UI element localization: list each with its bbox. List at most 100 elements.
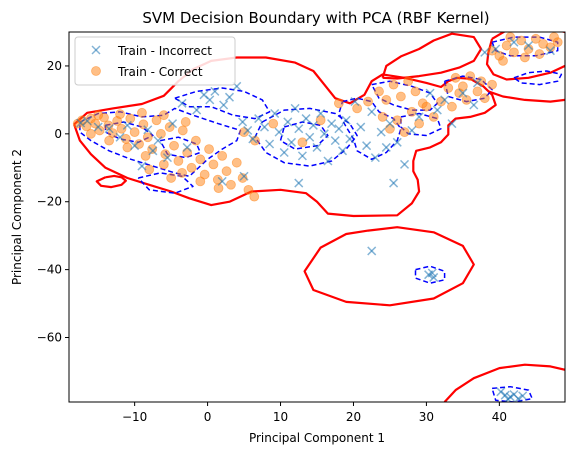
points-layer — [72, 32, 563, 402]
axes-frame — [68, 31, 566, 403]
point-incorrect-79-stroke-b — [429, 272, 439, 282]
point-correct-18 — [151, 115, 162, 126]
point-incorrect-36 — [301, 114, 311, 124]
point-correct-73 — [399, 127, 410, 138]
point-incorrect-22-stroke-b — [238, 117, 248, 127]
point-incorrect-14-stroke-b — [182, 142, 192, 152]
point-correct-31 — [208, 159, 219, 170]
point-incorrect-24-stroke-b — [248, 134, 258, 144]
point-incorrect-8 — [143, 125, 153, 135]
x-tick-label-4: 30 — [419, 410, 434, 424]
point-correct-67 — [403, 76, 414, 87]
point-incorrect-67 — [472, 78, 483, 88]
point-incorrect-85 — [513, 394, 523, 402]
point-incorrect-55-stroke-b — [381, 142, 391, 152]
point-incorrect-70 — [509, 37, 519, 47]
point-incorrect-46 — [337, 146, 348, 156]
point-correct-60 — [333, 98, 344, 109]
point-incorrect-50-stroke-b — [356, 122, 366, 132]
point-incorrect-17 — [205, 95, 215, 105]
point-incorrect-17-stroke-b — [205, 95, 215, 105]
point-incorrect-19 — [219, 100, 229, 110]
point-incorrect-67-stroke-b — [472, 78, 483, 88]
point-correct-30 — [204, 144, 214, 155]
point-incorrect-12-stroke-b — [168, 119, 178, 129]
point-correct-95 — [523, 44, 534, 54]
point-incorrect-9-stroke-b — [148, 146, 158, 156]
point-incorrect-41 — [319, 129, 329, 139]
point-incorrect-28-stroke-b — [270, 108, 280, 118]
point-incorrect-70-stroke-b — [509, 37, 519, 47]
point-incorrect-50 — [356, 122, 366, 132]
point-correct-93 — [509, 47, 519, 58]
point-correct-63 — [374, 86, 384, 97]
point-correct-26 — [186, 162, 197, 173]
point-incorrect-34 — [294, 124, 304, 134]
point-incorrect-68-stroke-b — [480, 47, 490, 57]
point-incorrect-58-stroke-b — [399, 159, 410, 169]
point-incorrect-10-stroke-b — [153, 136, 163, 146]
point-incorrect-60-stroke-b — [414, 112, 424, 122]
legend-label-correct: Train - Correct — [117, 65, 203, 79]
point-incorrect-29 — [274, 127, 284, 137]
point-incorrect-12 — [168, 119, 178, 129]
point-correct-96 — [530, 33, 541, 44]
margin-contour-10 — [491, 36, 559, 57]
point-incorrect-86-stroke-b — [518, 391, 528, 401]
point-incorrect-77-stroke-b — [367, 246, 377, 256]
point-incorrect-75-stroke-b — [294, 178, 304, 188]
point-incorrect-15-stroke-b — [192, 105, 202, 115]
point-correct-80 — [450, 72, 461, 83]
point-incorrect-61 — [425, 88, 435, 98]
point-incorrect-42 — [323, 156, 333, 166]
point-incorrect-60 — [414, 112, 424, 122]
point-incorrect-45 — [334, 124, 344, 134]
point-incorrect-18-stroke-b — [210, 86, 220, 96]
point-incorrect-26-stroke-b — [259, 122, 270, 132]
point-correct-43 — [158, 110, 169, 121]
point-incorrect-69 — [491, 44, 501, 54]
point-incorrect-9 — [148, 146, 158, 156]
point-incorrect-55 — [381, 142, 391, 152]
point-incorrect-47 — [341, 115, 351, 125]
point-incorrect-62 — [432, 105, 442, 115]
point-correct-103 — [549, 32, 559, 42]
chart-title: SVM Decision Boundary with PCA (RBF Kern… — [142, 9, 489, 27]
point-correct-41 — [115, 109, 125, 120]
decision-boundary-contour-2 — [381, 32, 483, 80]
point-correct-27 — [191, 135, 201, 146]
point-incorrect-51-stroke-b — [362, 141, 372, 151]
point-incorrect-34-stroke-b — [294, 124, 304, 134]
point-correct-46 — [104, 135, 115, 146]
point-correct-49 — [158, 159, 169, 170]
point-incorrect-23-stroke-b — [243, 125, 253, 135]
point-correct-40 — [93, 110, 104, 121]
point-incorrect-49-stroke-b — [350, 97, 360, 107]
point-correct-25 — [182, 147, 193, 158]
point-incorrect-0 — [76, 118, 86, 128]
point-incorrect-36-stroke-b — [301, 114, 311, 124]
point-incorrect-44 — [330, 136, 340, 146]
point-incorrect-68 — [480, 47, 490, 57]
point-incorrect-48 — [345, 134, 355, 144]
legend-marker-incorrect — [91, 45, 101, 55]
point-correct-24 — [177, 125, 188, 136]
point-correct-34 — [221, 166, 232, 177]
point-correct-45 — [85, 128, 96, 139]
point-incorrect-25 — [254, 114, 264, 124]
point-correct-10 — [116, 123, 127, 134]
y-tick-label-3: −40 — [37, 263, 62, 277]
point-incorrect-85-stroke-b — [513, 394, 523, 402]
y-axis-label: Principal Component 2 — [10, 149, 24, 285]
legend-marker-correct — [91, 66, 101, 76]
point-incorrect-6 — [130, 141, 140, 151]
point-incorrect-43 — [327, 119, 337, 129]
point-correct-50 — [177, 167, 187, 178]
point-correct-84 — [479, 93, 490, 104]
point-incorrect-33 — [290, 103, 300, 113]
y-tick-label-2: −20 — [37, 195, 62, 209]
point-incorrect-57-stroke-b — [392, 137, 402, 147]
point-incorrect-0-stroke-b — [76, 118, 86, 128]
point-incorrect-63-stroke-b — [440, 95, 450, 105]
